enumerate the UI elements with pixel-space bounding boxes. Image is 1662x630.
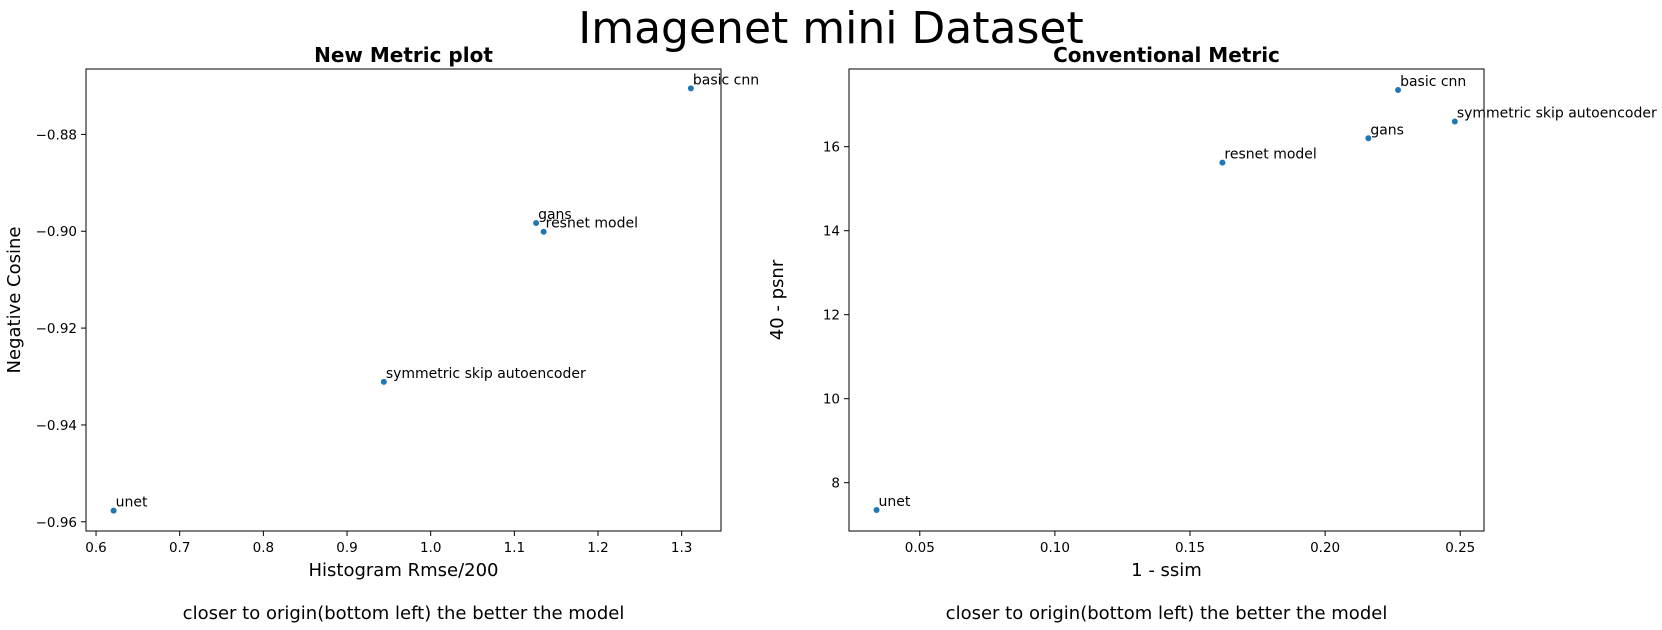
new-metric-plot-point <box>687 85 694 92</box>
new-metric-plot-x-tick-label: 0.7 <box>169 540 190 556</box>
new-metric-plot-y-tick-label: −0.92 <box>36 321 77 337</box>
conventional-metric-y-axis-label: 40 - psnr <box>767 259 788 340</box>
conventional-metric-point-label: gans <box>1370 122 1404 138</box>
new-metric-plot-x-tick-label: 0.9 <box>336 540 357 556</box>
conventional-metric-y-tick-label: 8 <box>831 476 840 492</box>
new-metric-plot-title: New Metric plot <box>314 43 493 67</box>
new-metric-plot-point <box>110 507 117 514</box>
new-metric-plot-x-axis-label: Histogram Rmse/200 <box>308 560 498 581</box>
conventional-metric-frame <box>848 68 1485 532</box>
conventional-metric-x-tick-label: 0.15 <box>1175 540 1205 556</box>
figure-suptitle: Imagenet mini Dataset <box>578 3 1083 54</box>
conventional-metric-point <box>1365 135 1372 142</box>
new-metric-plot-point-label: gans <box>538 207 572 223</box>
conventional-metric-y-tick-label: 16 <box>823 140 840 156</box>
conventional-metric-point-label: resnet model <box>1224 147 1316 163</box>
new-metric-plot-axes: New Metric plot Histogram Rmse/200 Negat… <box>4 43 759 624</box>
conventional-metric-x-tick-label: 0.25 <box>1445 540 1475 556</box>
new-metric-plot-point-label: symmetric skip autoencoder <box>386 366 586 382</box>
new-metric-plot-x-tick-label: 1.3 <box>671 540 692 556</box>
conventional-metric-x-axis-label: 1 - ssim <box>1131 560 1202 581</box>
conventional-metric-point-label: unet <box>879 494 911 510</box>
new-metric-plot-x-tick-label: 0.6 <box>85 540 106 556</box>
new-metric-plot-y-tick-label: −0.96 <box>36 515 77 531</box>
conventional-metric-ticks: 0.05 0.10 0.15 0.20 0.25 8 10 12 14 16 <box>823 140 1475 556</box>
conventional-metric-y-tick-label: 12 <box>823 308 840 324</box>
conventional-metric-point-label: symmetric skip autoencoder <box>1457 106 1657 122</box>
conventional-metric-axes: Conventional Metric 1 - ssim 40 - psnr c… <box>767 43 1657 624</box>
new-metric-plot-point <box>380 378 387 385</box>
new-metric-plot-point-label: resnet model <box>546 216 638 232</box>
conventional-metric-y-tick-label: 14 <box>823 224 840 240</box>
conventional-metric-caption: closer to origin(bottom left) the better… <box>946 603 1388 624</box>
conventional-metric-title: Conventional Metric <box>1053 43 1280 67</box>
new-metric-plot-x-tick-label: 1.2 <box>587 540 608 556</box>
conventional-metric-x-tick-label: 0.20 <box>1310 540 1340 556</box>
conventional-metric-point <box>1395 87 1402 93</box>
new-metric-plot-x-tick-label: 1.1 <box>504 540 525 556</box>
new-metric-plot-point <box>533 220 540 226</box>
new-metric-plot-point <box>540 228 547 235</box>
conventional-metric-point <box>873 507 880 513</box>
new-metric-plot-caption: closer to origin(bottom left) the better… <box>183 603 625 624</box>
new-metric-plot-point-label: unet <box>116 495 148 511</box>
new-metric-plot-y-tick-label: −0.94 <box>36 418 77 434</box>
new-metric-plot-y-tick-label: −0.90 <box>36 224 77 240</box>
new-metric-plot-point-label: basic cnn <box>693 72 759 88</box>
conventional-metric-point-label: basic cnn <box>1400 74 1466 90</box>
conventional-metric-x-tick-label: 0.05 <box>905 540 935 556</box>
new-metric-plot-frame <box>85 68 722 532</box>
conventional-metric-points: basic cnn symmetric skip autoencoder gans r… <box>873 74 1657 513</box>
new-metric-plot-y-tick-label: −0.88 <box>36 127 77 143</box>
new-metric-plot-x-tick-label: 1.0 <box>420 540 441 556</box>
conventional-metric-x-tick-label: 0.10 <box>1040 540 1070 556</box>
conventional-metric-point <box>1219 159 1226 166</box>
new-metric-plot-y-axis-label: Negative Cosine <box>4 227 25 374</box>
conventional-metric-point <box>1451 118 1458 125</box>
new-metric-plot-ticks: 0.6 0.7 0.8 0.9 1.0 1.1 1.2 1.3 −0.96 −0.94 −0.92 −… <box>36 127 693 556</box>
conventional-metric-y-tick-label: 10 <box>823 392 840 408</box>
new-metric-plot-x-tick-label: 0.8 <box>253 540 274 556</box>
